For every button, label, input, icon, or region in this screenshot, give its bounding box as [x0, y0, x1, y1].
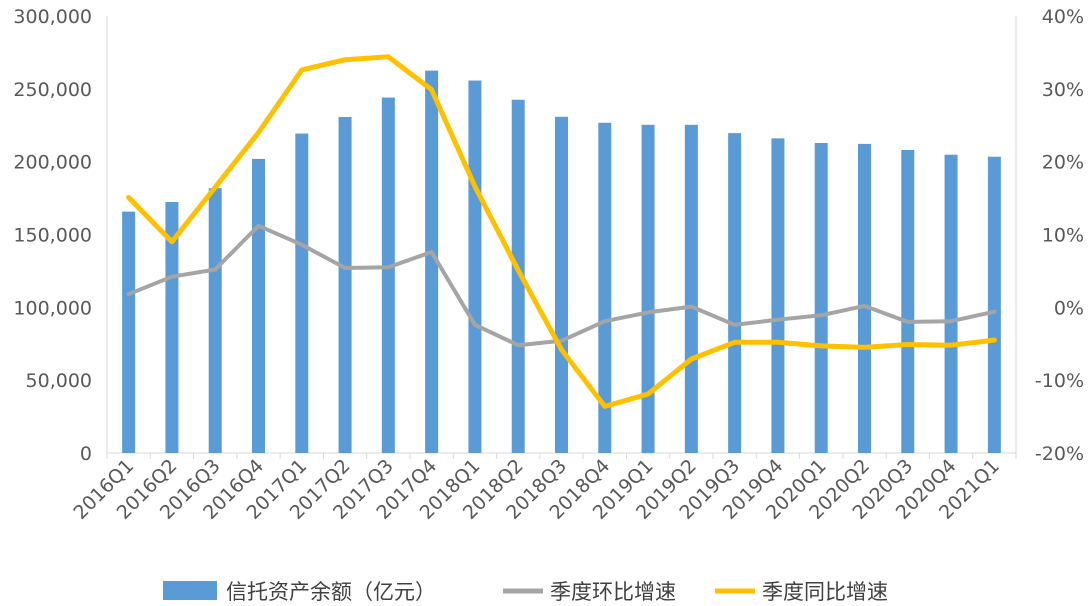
bar	[295, 133, 309, 454]
legend-item-assets-label: 信托资产余额（亿元）	[226, 580, 436, 604]
right-axis-tick-label: 20%	[1042, 152, 1084, 174]
bar	[511, 99, 525, 453]
bar	[987, 156, 1001, 454]
right-axis-tick-label: 10%	[1042, 225, 1084, 247]
legend-item-assets-swatch	[163, 581, 217, 600]
bar	[598, 122, 612, 453]
bar	[944, 154, 958, 453]
left-axis-tick-label: 0	[80, 443, 92, 465]
bar	[814, 143, 828, 453]
bar	[684, 124, 698, 454]
bar-series	[122, 70, 1001, 454]
legend-item-yoy-label: 季度同比增速	[762, 580, 888, 604]
yoy-growth-line	[126, 54, 997, 409]
bar	[165, 202, 179, 453]
left-axis-tick-label: 300,000	[13, 6, 92, 28]
right-axis-tick-label: -10%	[1035, 370, 1084, 392]
left-axis-tick-label: 250,000	[13, 79, 92, 101]
right-axis-tick-label: 0%	[1054, 297, 1084, 319]
bar	[208, 188, 222, 454]
bar	[122, 211, 136, 453]
bar	[425, 70, 439, 453]
legend-item-qoq-label: 季度环比增速	[550, 580, 676, 604]
right-axis-tick-label: 40%	[1042, 6, 1084, 28]
bar	[555, 116, 568, 453]
bar	[641, 124, 655, 454]
bar	[381, 97, 395, 453]
left-axis-tick-label: 200,000	[13, 152, 92, 174]
bar	[901, 150, 915, 453]
right-axis-tick-label: 30%	[1042, 79, 1084, 101]
bar	[771, 138, 785, 454]
qoq-growth-line	[126, 223, 997, 348]
legend: 信托资产余额（亿元） 季度环比增速 季度同比增速	[163, 580, 888, 604]
bar	[858, 143, 871, 454]
bar	[468, 80, 482, 453]
left-axis-tick-label: 50,000	[26, 370, 92, 392]
bar	[338, 116, 352, 454]
left-axis-tick-label: 100,000	[13, 297, 92, 319]
line-series	[126, 54, 997, 409]
left-axis-tick-label: 150,000	[13, 225, 92, 247]
bar	[728, 133, 742, 453]
bar	[252, 158, 265, 454]
right-axis-tick-label: -20%	[1035, 443, 1084, 465]
